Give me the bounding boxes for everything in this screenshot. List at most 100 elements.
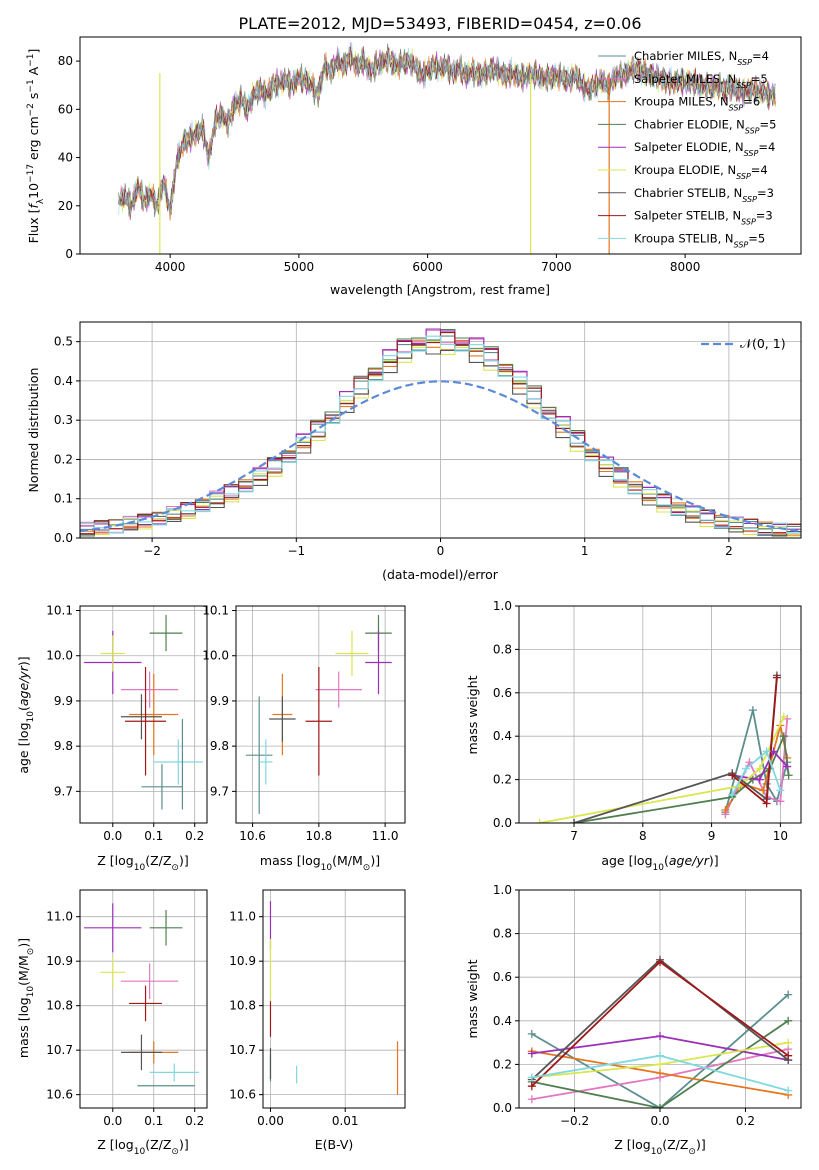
y-tick-label: 0.0 xyxy=(54,531,73,545)
marker-kroupa-miles xyxy=(721,805,730,814)
marker-kroupa-elodie xyxy=(656,1060,664,1069)
errorbar-kroupa-stelib xyxy=(259,739,273,785)
y-tick-label: 9.7 xyxy=(54,784,73,798)
y-tick-label: 9.8 xyxy=(54,739,73,753)
age_vs_Z-panel: 0.0 0.1 0.2 9.7 9.8 9.9 10.0 10.1 Z [log10(Z/Z⊙)… xyxy=(16,604,208,873)
residuals-panel: −2 −1 0 1 2 0.0 0.1 0.2 0.3 0.4 0.5 𝒩(0, 1) (data-mo… xyxy=(26,321,802,582)
x-tick-label: 10.6 xyxy=(239,829,266,843)
y-tick-label: 0.5 xyxy=(54,335,73,349)
errorbar-chabrier-elodie xyxy=(149,910,183,946)
y-tick-label: 0.4 xyxy=(54,374,73,388)
age_vs_mass-panel: 10.6 10.8 11.0 9.7 9.8 9.9 10.0 10.1 mass [log10… xyxy=(202,604,406,873)
y-tick-label: 0.6 xyxy=(493,686,512,700)
x-tick-label: −0.2 xyxy=(560,1114,589,1128)
line-chabrier-stelib xyxy=(573,675,778,823)
y-tick-label: 9.7 xyxy=(210,784,229,798)
marker-chabrier-miles xyxy=(527,1029,536,1038)
x-tick-label: 1 xyxy=(581,544,589,558)
legend-label-salpeter-miles: Salpeter MILES, NSSP=5 xyxy=(634,72,768,90)
marker-kroupa-stelib xyxy=(762,747,771,756)
x-tick-label: 7000 xyxy=(541,260,572,274)
massweight-age-ylabel: mass weight xyxy=(465,675,480,754)
errorbar-chabrier-stelib xyxy=(120,694,162,740)
y-tick-label: 10.0 xyxy=(46,649,73,663)
massweight_vs_age-panel: 7 8 9 10 0.0 0.2 0.4 0.6 0.8 1.0 age [log10(age/yr… xyxy=(465,599,802,873)
axis-label: age [log10(age/yr)] xyxy=(16,656,36,773)
errorbar-chabrier-stelib xyxy=(120,1034,162,1071)
legend-label-kroupa-miles: Kroupa MILES, NSSP=6 xyxy=(634,95,760,113)
errorbar-kroupa-elodie xyxy=(335,630,369,677)
legend-label-salpeter-elodie: Salpeter ELODIE, NSSP=4 xyxy=(634,140,775,158)
axis-label: Z [log10(Z/Z⊙)] xyxy=(614,1137,705,1157)
y-tick-label: 1.0 xyxy=(493,599,512,613)
residuals-plot-area xyxy=(80,322,801,538)
y-tick-label: 10.1 xyxy=(46,604,73,618)
massweight_vs_Z-panel: −0.2 0.0 0.2 0.0 0.2 0.4 0.6 0.8 1.0 Z [log10(Z/Z… xyxy=(465,883,802,1157)
marker-chabrier-miles xyxy=(784,990,793,999)
x-tick-label: 0.1 xyxy=(144,829,163,843)
legend-label-chabrier-miles: Chabrier MILES, NSSP=4 xyxy=(634,49,769,67)
y-tick-label: 40 xyxy=(58,151,73,165)
y-tick-label: 0.2 xyxy=(493,773,512,787)
age_vs_Z-frame xyxy=(79,605,208,824)
marker-kroupa-stelib xyxy=(728,790,737,799)
y-tick-label: 9.8 xyxy=(210,739,229,753)
marker-chabrier-elodie xyxy=(779,732,788,741)
axis-label: mass [log10(M/M⊙)] xyxy=(260,853,380,873)
y-tick-label: 60 xyxy=(58,102,73,116)
y-tick-label: 20 xyxy=(58,199,73,213)
errorbar-chabrier-elodie xyxy=(149,615,183,652)
y-tick-label: 0.4 xyxy=(493,1014,512,1028)
x-tick-label: 0.00 xyxy=(257,1114,284,1128)
x-tick-label: 9 xyxy=(708,829,716,843)
marker-kroupa-elodie xyxy=(535,819,544,823)
marker-salpeter-stelib xyxy=(772,673,781,682)
x-tick-label: 8000 xyxy=(670,260,701,274)
axis-label: Z [log10(Z/Z⊙)] xyxy=(97,1137,188,1157)
residuals-ylabel: Normed distribution xyxy=(26,368,41,493)
marker-chabrier-elodie xyxy=(784,771,793,780)
spectrum-panel: 4000 5000 6000 7000 8000 0 20 40 60 80 Chabrier MI… xyxy=(26,36,802,297)
x-tick-label: −2 xyxy=(143,544,161,558)
x-tick-label: 7 xyxy=(570,829,578,843)
marker-kroupa-elodie xyxy=(779,712,788,721)
massweight_vs_age-frame xyxy=(518,605,802,824)
legend-label-kroupa-stelib: Kroupa STELIB, NSSP=5 xyxy=(634,231,765,249)
x-tick-label: 2 xyxy=(725,544,733,558)
errorbar-salpeter-elodie xyxy=(365,630,392,695)
y-tick-label: 10.9 xyxy=(229,954,256,968)
errorbar-kroupa-stelib xyxy=(149,1063,199,1082)
errorbar-kroupa-miles xyxy=(129,673,179,756)
x-tick-label: 0.0 xyxy=(103,829,122,843)
x-tick-label: 4000 xyxy=(155,260,186,274)
y-tick-label: 10.1 xyxy=(202,604,229,618)
y-tick-label: 0.3 xyxy=(54,413,73,427)
marker-salpeter-miles xyxy=(527,1095,536,1104)
x-tick-label: 0.1 xyxy=(144,1114,163,1128)
line-salpeter-elodie xyxy=(732,749,788,781)
marker-salpeter-elodie xyxy=(783,762,792,771)
marker-chabrier-miles xyxy=(762,779,771,788)
legend-label-chabrier-elodie: Chabrier ELODIE, NSSP=5 xyxy=(634,117,776,135)
axis-label: Flux [fλ10−17 erg cm−2 s−1 A−1] xyxy=(26,49,46,244)
marker-chabrier-elodie xyxy=(784,1016,793,1025)
x-tick-label: 0.2 xyxy=(736,1114,755,1128)
y-tick-label: 0.1 xyxy=(54,492,73,506)
y-tick-label: 0 xyxy=(65,247,73,261)
y-tick-label: 0.6 xyxy=(493,970,512,984)
marker-salpeter-stelib xyxy=(784,1051,793,1060)
x-tick-label: 10 xyxy=(773,829,788,843)
mass_vs_ebv-panel: 0.00 0.01 10.6 10.7 10.8 10.9 11.0 E(B-V) xyxy=(229,889,406,1152)
errorbar-chabrier-miles xyxy=(141,764,183,810)
y-tick-label: 9.9 xyxy=(54,694,73,708)
marker-salpeter-elodie xyxy=(656,1032,664,1041)
histogram-kroupa-stelib xyxy=(80,335,801,538)
errorbar-salpeter-miles xyxy=(315,671,362,708)
y-tick-label: 11.0 xyxy=(229,910,256,924)
x-tick-label: 0 xyxy=(437,544,445,558)
ebv-xlabel: E(B-V) xyxy=(315,1137,354,1152)
line-kroupa-stelib xyxy=(731,749,782,796)
x-tick-label: 0.2 xyxy=(185,829,204,843)
spectrum-frame xyxy=(79,36,802,255)
